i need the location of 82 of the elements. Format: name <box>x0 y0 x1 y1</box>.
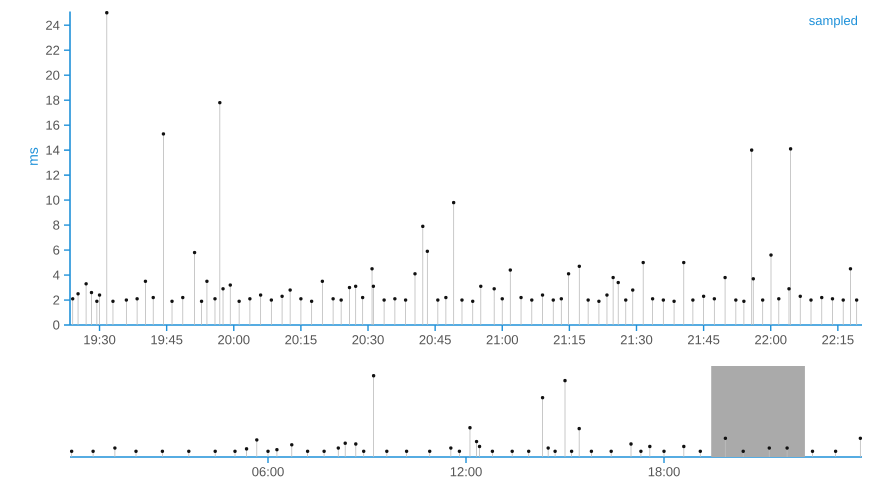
point <box>648 444 652 448</box>
point <box>244 447 248 451</box>
point <box>336 446 340 450</box>
point <box>322 450 326 454</box>
point <box>768 446 771 450</box>
x-tick-label: 20:45 <box>420 335 451 344</box>
point <box>344 441 347 445</box>
x-tick-label: 06:00 <box>252 467 284 476</box>
point <box>662 450 666 454</box>
point <box>449 446 453 450</box>
y-tick-label: 22 <box>46 46 60 55</box>
point <box>682 444 686 448</box>
point <box>70 450 74 454</box>
y-tick-label: 4 <box>52 270 60 280</box>
y-tick-label: 12 <box>46 170 60 180</box>
point <box>724 436 728 440</box>
point <box>590 450 594 454</box>
point <box>577 426 581 430</box>
point <box>385 450 389 454</box>
y-tick-label: 8 <box>53 220 60 230</box>
point <box>510 450 514 454</box>
y-tick-label: 18 <box>46 96 60 105</box>
point <box>553 450 557 454</box>
x-tick-label: 21:45 <box>688 335 720 344</box>
point <box>610 450 613 454</box>
y-tick-label: 20 <box>46 70 60 80</box>
point <box>563 378 567 382</box>
point <box>214 450 217 454</box>
x-tick-label: 21:00 <box>486 335 518 344</box>
y-axis-title: ms <box>30 148 38 165</box>
point <box>372 374 376 378</box>
point <box>742 450 745 454</box>
annotation: sampled <box>809 16 858 28</box>
y-tick-label: 2 <box>53 295 60 305</box>
x-tick-label: 22:00 <box>755 335 786 344</box>
point <box>629 442 633 446</box>
point <box>362 450 366 454</box>
x-tick-label: 22:15 <box>822 335 854 344</box>
point <box>468 426 472 430</box>
x-tick-label: 21:30 <box>620 335 652 344</box>
point <box>540 396 544 400</box>
point <box>255 438 258 442</box>
y-tick-label: 14 <box>46 146 60 155</box>
point <box>458 450 462 454</box>
point <box>275 448 279 452</box>
point <box>134 450 138 454</box>
point <box>233 450 237 454</box>
y-tick-label: 10 <box>46 195 60 205</box>
x-tick-label: 20:30 <box>352 335 384 344</box>
point <box>785 446 789 450</box>
point <box>527 450 530 454</box>
point <box>306 450 310 454</box>
point <box>474 440 478 444</box>
x-tick-label: 21:15 <box>554 335 586 344</box>
point <box>290 443 294 447</box>
point <box>354 442 358 446</box>
point <box>113 446 117 450</box>
point <box>858 436 862 440</box>
point <box>570 450 574 454</box>
y-tick-label: 0 <box>53 320 60 330</box>
point <box>428 450 432 454</box>
point <box>698 450 702 454</box>
point <box>490 450 494 454</box>
point <box>810 450 814 454</box>
x-tick-label: 20:00 <box>218 335 250 344</box>
y-tick-label: 24 <box>46 20 60 30</box>
x-tick-label: 18:00 <box>648 467 680 476</box>
point <box>160 450 164 454</box>
x-tick-label: 19:45 <box>151 335 182 344</box>
point <box>546 446 550 450</box>
point <box>639 450 643 454</box>
x-tick-label: 19:30 <box>84 335 116 344</box>
point <box>266 450 270 454</box>
x-tick-label: 20:15 <box>285 335 317 344</box>
point <box>834 450 838 454</box>
point <box>187 450 191 454</box>
y-tick-label: 6 <box>53 245 60 255</box>
y-tick-label: 16 <box>46 120 60 130</box>
point <box>478 444 482 448</box>
x-tick-label: 12:00 <box>450 467 482 476</box>
point <box>404 450 408 454</box>
point <box>91 450 95 454</box>
